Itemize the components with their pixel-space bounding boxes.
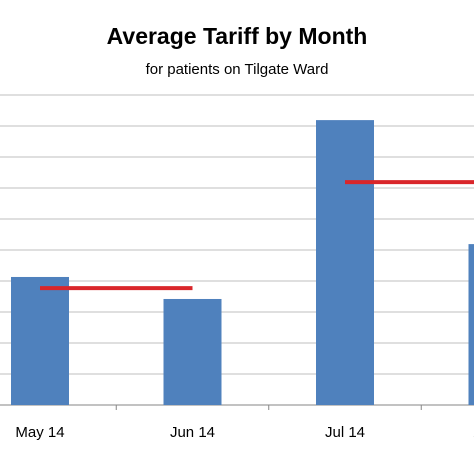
bar bbox=[163, 298, 222, 405]
bar bbox=[11, 276, 69, 405]
chart-title: Average Tariff by Month bbox=[107, 23, 368, 49]
bar bbox=[468, 244, 474, 405]
x-tick-label: Jul 14 bbox=[325, 424, 365, 441]
x-tick-label: May 14 bbox=[15, 424, 64, 441]
x-tick-label: Jun 14 bbox=[170, 424, 215, 441]
bar bbox=[316, 120, 374, 406]
chart-subtitle: for patients on Tilgate Ward bbox=[146, 61, 329, 78]
